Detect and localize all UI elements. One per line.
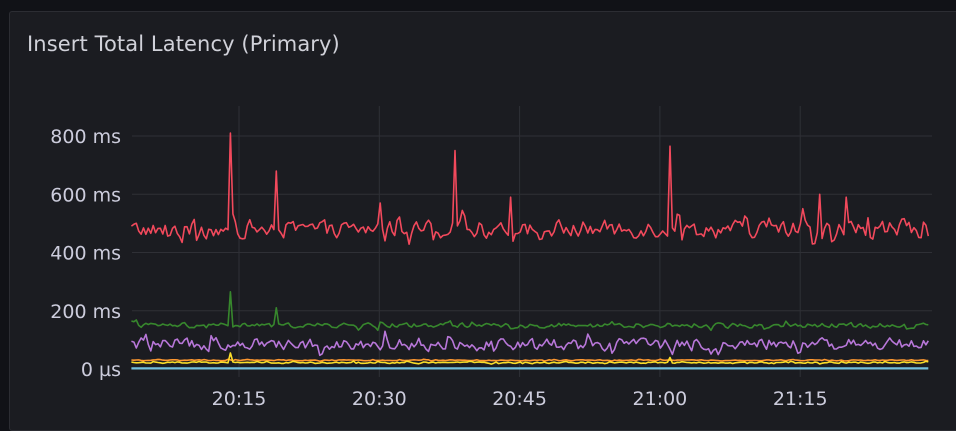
series-red-line (130, 132, 930, 245)
x-tick-label: 20:30 (352, 388, 407, 410)
y-tick-label: 200 ms (50, 301, 121, 323)
grid-lines (132, 106, 932, 377)
series-lines (130, 132, 930, 370)
x-tick-label: 20:45 (492, 388, 547, 410)
series-green-line (131, 291, 929, 332)
x-tick-label: 21:00 (633, 388, 688, 410)
x-tick-label: 20:15 (212, 388, 267, 410)
panel-title[interactable]: Insert Total Latency (Primary) (27, 32, 340, 56)
x-tick-label: 21:15 (773, 388, 828, 410)
x-axis: 20:15 20:30 20:45 21:00 21:15 (212, 388, 828, 410)
y-tick-label: 0 µs (81, 359, 121, 381)
series-yellow-line (131, 352, 929, 365)
y-tick-label: 400 ms (50, 243, 121, 265)
y-tick-label: 600 ms (50, 184, 121, 206)
y-tick-label: 800 ms (50, 126, 121, 148)
series-orange-line (131, 358, 929, 363)
y-axis: 0 µs 200 ms 400 ms 600 ms 800 ms (50, 126, 121, 381)
series-purple-line (131, 330, 929, 357)
